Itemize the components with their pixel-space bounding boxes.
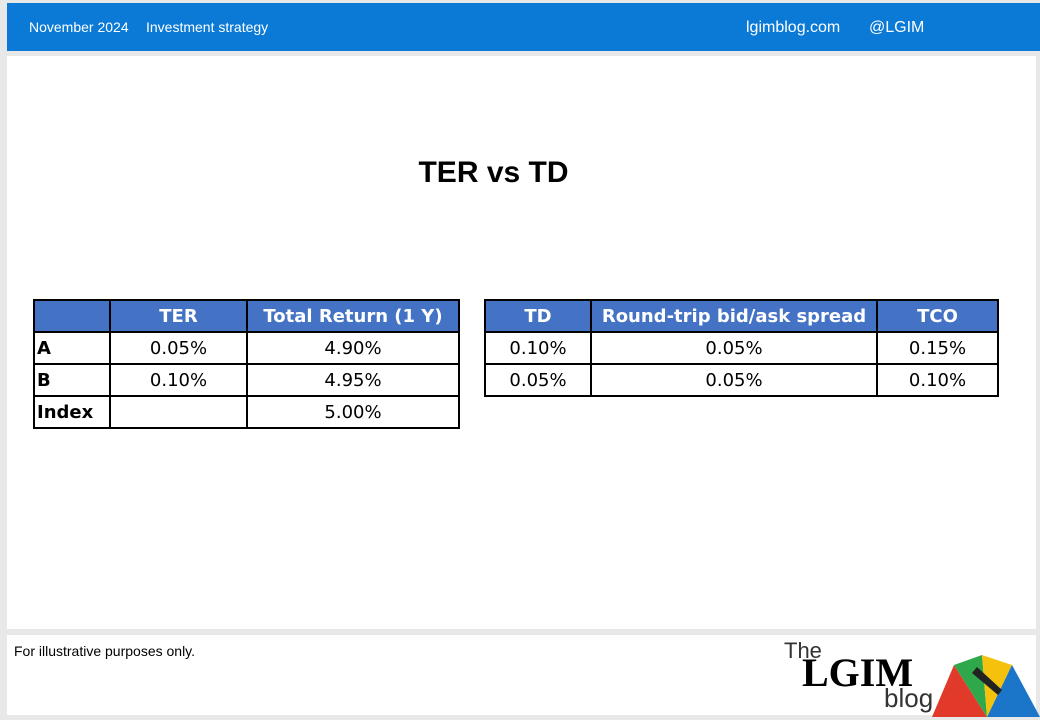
td-cell: 0.05% — [484, 363, 592, 397]
table-header-cell: TCO — [876, 299, 999, 333]
top-header-bar: November 2024 Investment strategy lgimbl… — [7, 3, 1040, 51]
row-label: B — [33, 363, 111, 397]
spread-cell: 0.05% — [590, 331, 878, 365]
ter-cell — [109, 395, 248, 429]
table-header-cell: Total Return (1 Y) — [246, 299, 460, 333]
total-return-cell: 5.00% — [246, 395, 460, 429]
ter-table: TER Total Return (1 Y) A 0.05% 4.90% B 0… — [33, 299, 460, 429]
logo-the-text: The — [784, 638, 822, 663]
ter-cell: 0.10% — [109, 363, 248, 397]
slide-content: TER vs TD TER Total Return (1 Y) A 0.05%… — [7, 56, 1036, 629]
logo-blog-text: blog — [884, 683, 934, 713]
table-row: 0.10% 0.05% 0.15% — [484, 331, 999, 365]
table-row: B 0.10% 4.95% — [33, 363, 460, 397]
row-label: Index — [33, 395, 111, 429]
row-label: A — [33, 331, 111, 365]
table-row: A 0.05% 4.90% — [33, 331, 460, 365]
table-header-row: TD Round-trip bid/ask spread TCO — [484, 299, 999, 333]
umbrella-icon — [932, 655, 1040, 717]
table-header-cell: TD — [484, 299, 592, 333]
table-header-row: TER Total Return (1 Y) — [33, 299, 460, 333]
table-header-cell: TER — [109, 299, 248, 333]
table-row: 0.05% 0.05% 0.10% — [484, 363, 999, 397]
table-header-cell — [33, 299, 111, 333]
logo-lgim-text: LGIM — [802, 650, 914, 695]
page-title: TER vs TD — [418, 156, 569, 189]
header-site-link[interactable]: lgimblog.com — [746, 19, 841, 36]
header-twitter-handle[interactable]: @LGIM — [869, 19, 925, 36]
table-row: Index 5.00% — [33, 395, 460, 429]
tco-cell: 0.15% — [876, 331, 999, 365]
header-section[interactable]: Investment strategy — [146, 19, 269, 35]
tco-cell: 0.10% — [876, 363, 999, 397]
td-cell: 0.10% — [484, 331, 592, 365]
table-header-cell: Round-trip bid/ask spread — [590, 299, 878, 333]
total-return-cell: 4.90% — [246, 331, 460, 365]
footer-bar: For illustrative purposes only. The LGIM… — [7, 635, 1040, 717]
header-date: November 2024 — [29, 19, 129, 35]
total-return-cell: 4.95% — [246, 363, 460, 397]
disclaimer-text: For illustrative purposes only. — [14, 643, 196, 659]
lgim-blog-logo[interactable]: The LGIM blog — [782, 635, 1040, 717]
spread-cell: 0.05% — [590, 363, 878, 397]
td-table: TD Round-trip bid/ask spread TCO 0.10% 0… — [484, 299, 999, 397]
ter-cell: 0.05% — [109, 331, 248, 365]
